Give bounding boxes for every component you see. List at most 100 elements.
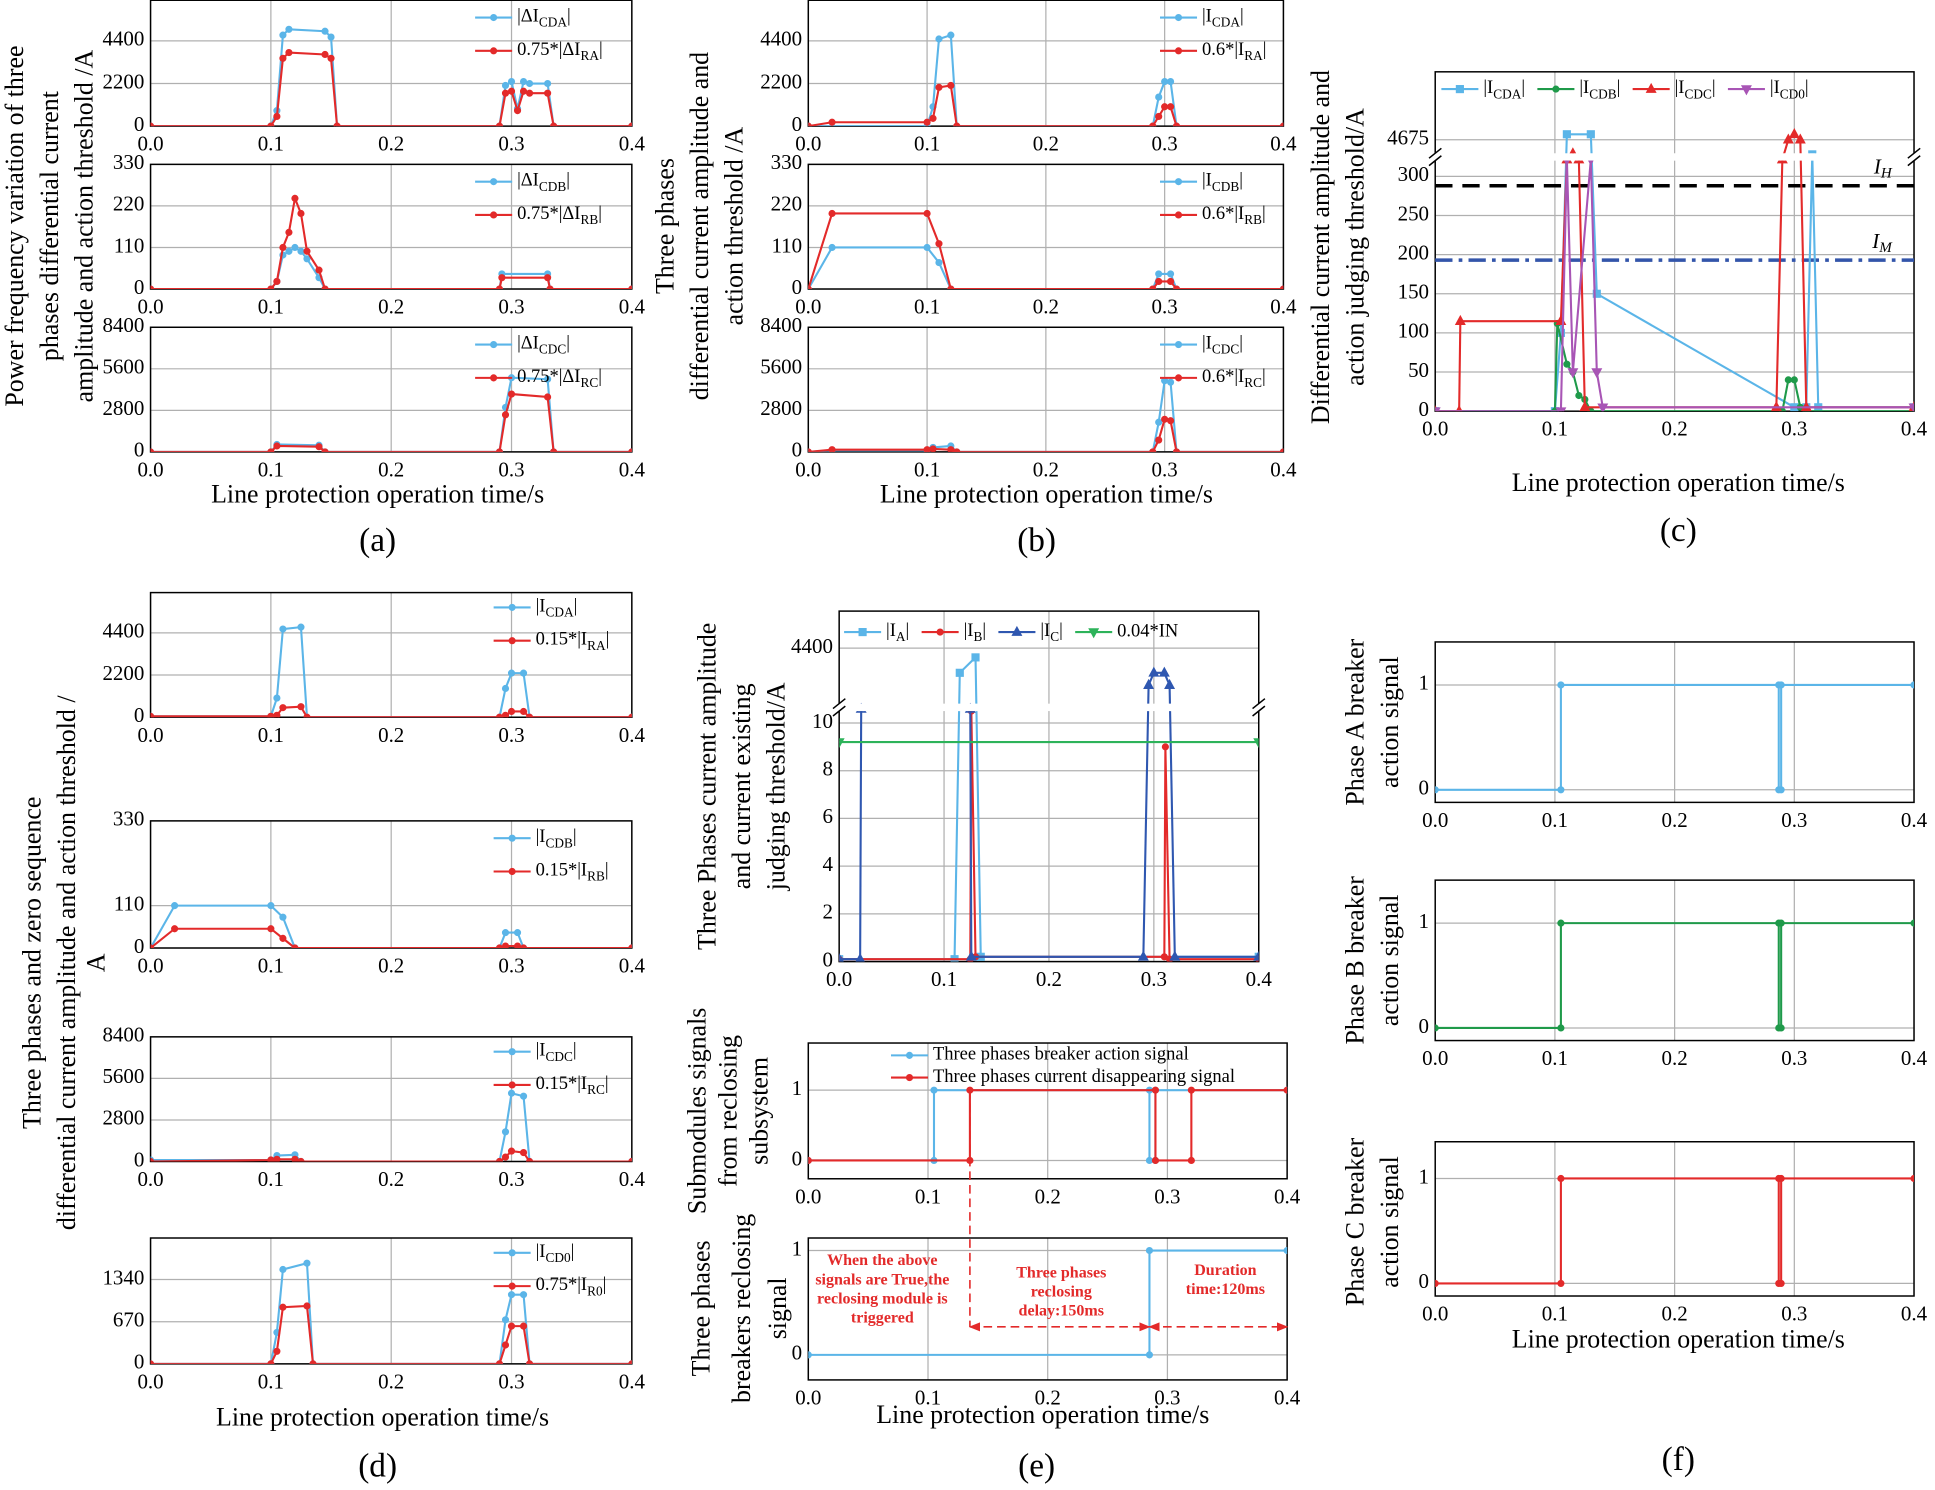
y-tick-label: 2200 <box>760 69 802 93</box>
x-tick-label: 0.4 <box>1246 967 1273 991</box>
marker <box>1279 448 1284 452</box>
y-axis-label: Differential current amplitude and <box>1306 70 1335 424</box>
marker <box>923 243 931 252</box>
marker <box>267 285 275 290</box>
y-tick-label: 0 <box>792 438 802 462</box>
x-tick-label: 0.2 <box>378 954 404 978</box>
marker <box>1910 1174 1915 1183</box>
marker <box>315 266 323 274</box>
x-tick-label: 0.4 <box>1901 1046 1928 1070</box>
marker <box>171 902 179 910</box>
marker <box>839 738 845 749</box>
marker <box>1164 678 1176 689</box>
legend-label: |ΔICDC| <box>517 334 570 357</box>
marker <box>303 1259 311 1267</box>
y-axis-label: action threshold /A <box>720 127 749 326</box>
x-tick-label: 0.0 <box>795 1385 821 1409</box>
marker <box>291 1155 299 1162</box>
marker <box>507 1322 516 1330</box>
marker <box>923 118 931 126</box>
marker <box>1155 112 1163 121</box>
marker <box>1586 130 1595 139</box>
marker <box>150 1157 155 1162</box>
x-tick-label: 0.2 <box>378 1167 404 1191</box>
marker <box>495 713 504 718</box>
y-tick-label: 1 <box>1419 909 1429 933</box>
marker <box>273 694 281 702</box>
axis-break-mark <box>1252 698 1266 710</box>
marker <box>321 285 329 290</box>
subplot: 0.0 0.1 0.2 0.3 0.4 0 2800 5600 8400 |ICDC| 0.6*|I… <box>760 313 1297 481</box>
x-tick-label: 0.3 <box>498 457 524 481</box>
marker <box>150 448 155 452</box>
marker <box>297 1157 305 1162</box>
marker <box>1172 122 1181 127</box>
y-tick-label: 330 <box>113 150 144 174</box>
series-line <box>1435 922 1915 1030</box>
marker <box>291 243 299 252</box>
legend-label: 0.15*|IRA| <box>536 630 610 653</box>
y-axis-label: and current existing <box>727 683 756 889</box>
marker <box>935 258 943 267</box>
y-tick-label: 8400 <box>102 313 144 337</box>
annotation: reclosing module is <box>817 1290 948 1307</box>
annotation: Duration <box>1194 1262 1256 1279</box>
marker <box>1172 448 1181 452</box>
x-tick-label: 0.4 <box>619 1167 646 1191</box>
marker <box>498 274 506 282</box>
marker <box>947 446 955 452</box>
marker <box>501 1153 510 1161</box>
legend-marker <box>1088 628 1100 639</box>
y-axis-label: Three phases <box>686 1240 715 1376</box>
marker <box>501 89 510 97</box>
marker <box>150 944 155 949</box>
y-tick-label: 2200 <box>102 69 144 93</box>
marker <box>303 713 311 718</box>
x-tick-label: 0.3 <box>1781 808 1807 832</box>
axis-break-mark <box>832 705 846 717</box>
marker <box>285 228 293 236</box>
x-tick-label: 0.1 <box>258 954 284 978</box>
marker <box>828 209 836 218</box>
marker <box>550 448 558 452</box>
y-tick-label: 2800 <box>102 1106 144 1130</box>
marker <box>1592 289 1601 298</box>
marker <box>1283 1246 1288 1255</box>
subplot: 0.0 0.1 0.2 0.3 0.4 0 1 Three phases breaker ac… <box>792 1042 1301 1208</box>
legend-marker <box>1174 211 1183 219</box>
marker <box>507 87 516 95</box>
subplot: 0.0 0.1 0.2 0.3 0.4 0 670 1340 |ICD0| 0.75*|IR0| <box>102 1237 645 1393</box>
axis-break-mark <box>832 698 846 710</box>
x-tick-label: 0.0 <box>137 723 163 747</box>
y-axis-label: action signal <box>1375 895 1404 1027</box>
marker <box>1910 919 1915 927</box>
legend-label: 0.6*|IRC| <box>1202 367 1266 390</box>
marker <box>1187 1086 1195 1094</box>
x-tick-label: 0.3 <box>498 1167 524 1191</box>
x-axis-label: Line protection operation time/s <box>876 1400 1209 1429</box>
marker <box>507 1147 516 1155</box>
plot-frame <box>807 1237 1288 1381</box>
y-axis-label: action judging threshold/A <box>1340 108 1369 386</box>
marker <box>507 78 516 86</box>
marker <box>519 87 528 95</box>
x-tick-label: 0.0 <box>795 1184 821 1208</box>
legend-label: Three phases current disappearing signal <box>933 1067 1235 1087</box>
marker <box>273 112 281 121</box>
x-tick-label: 0.3 <box>1152 457 1178 481</box>
marker <box>1557 1024 1565 1032</box>
x-tick-label: 0.1 <box>1542 808 1568 832</box>
y-tick-label: 0 <box>792 112 802 136</box>
marker <box>297 623 305 631</box>
marker <box>333 122 341 127</box>
marker <box>525 89 534 97</box>
series-line <box>839 671 1259 961</box>
legend-marker <box>1174 178 1183 186</box>
marker <box>1151 1086 1160 1094</box>
marker <box>947 81 955 90</box>
legend-label: |ICDC| <box>1202 334 1243 357</box>
y-tick-label: 4400 <box>791 634 833 658</box>
reference-label: IH <box>1873 154 1893 182</box>
legend-label: 0.6*|IRB| <box>1202 204 1266 227</box>
